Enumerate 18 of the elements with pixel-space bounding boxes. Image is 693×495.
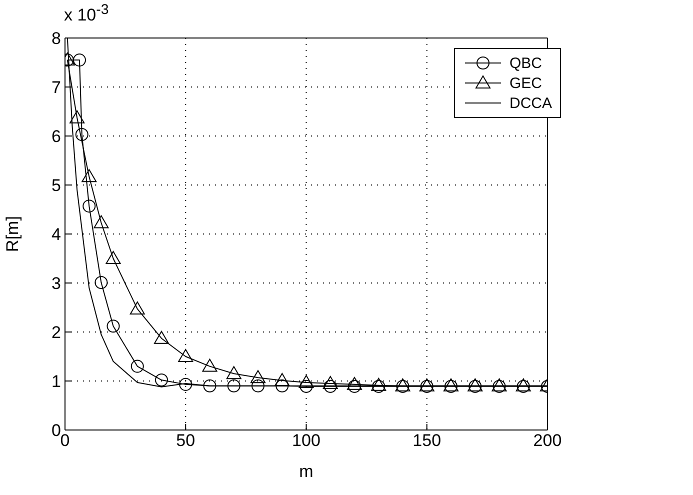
legend-label: QBC (509, 54, 542, 72)
x-tick-label: 50 (176, 431, 196, 450)
y-axis-title: R[m] (3, 216, 22, 252)
y-tick-label: 3 (52, 274, 61, 294)
legend-label: DCCA (509, 94, 552, 112)
y-tick-label: 2 (52, 323, 61, 342)
y-tick-label: 5 (52, 176, 61, 196)
text: x 10$^{-3}$ (64, 2, 109, 25)
x-tick-label: 100 (292, 431, 320, 450)
y-tick-label: 1 (52, 372, 61, 392)
legend-label: GEC (509, 74, 542, 92)
y-tick-label: 6 (52, 127, 61, 146)
y-tick-label: 7 (52, 78, 61, 98)
x-tick-label: 200 (533, 431, 562, 450)
x-axis-title: m (299, 462, 314, 481)
x-tick-label: 150 (412, 431, 442, 450)
y-tick-label: 4 (52, 225, 61, 244)
y-tick-label: 8 (52, 29, 61, 48)
